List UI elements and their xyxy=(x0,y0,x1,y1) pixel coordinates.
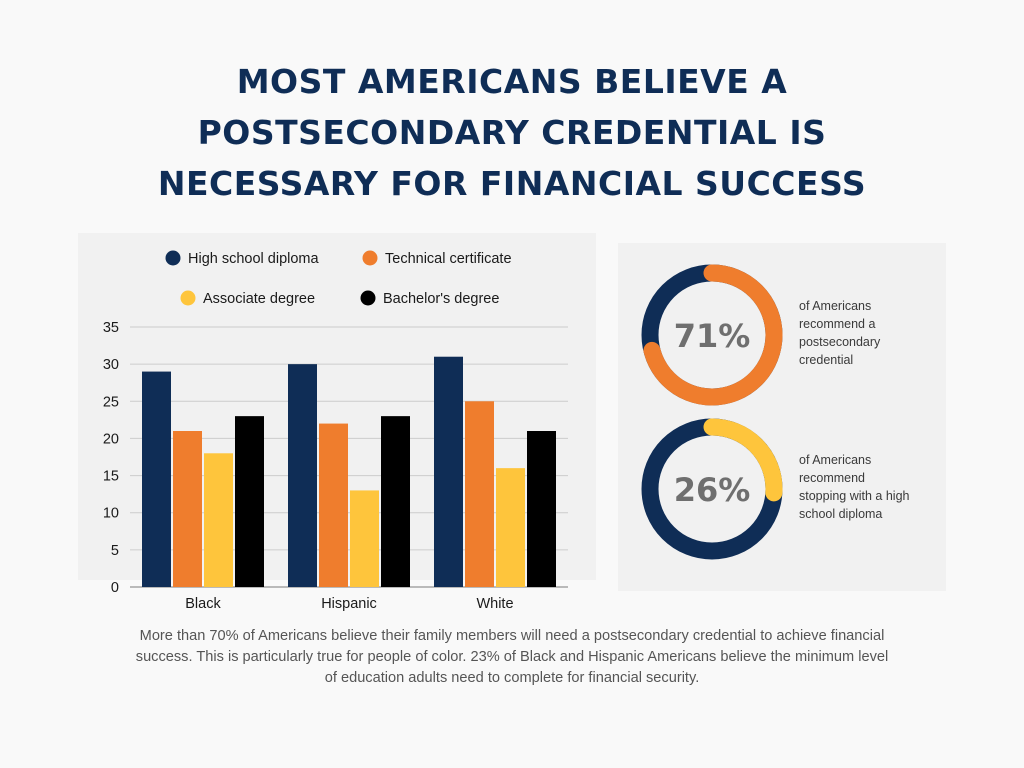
bar xyxy=(381,416,410,587)
y-tick-label: 5 xyxy=(111,543,119,559)
y-tick-label: 20 xyxy=(103,431,119,447)
title-line: MOST AMERICANS BELIEVE A xyxy=(236,62,788,101)
donut-value: 71% xyxy=(674,317,751,355)
legend-marker xyxy=(165,250,181,266)
x-tick-label: White xyxy=(476,596,513,612)
caption: More than 70% of Americans believe their… xyxy=(60,626,964,689)
caption-line: More than 70% of Americans believe their… xyxy=(139,628,885,644)
bar-chart-panel: High school diploma Technical certificate… xyxy=(78,233,596,612)
bar xyxy=(288,364,317,587)
x-tick-label: Hispanic xyxy=(321,596,377,612)
bar xyxy=(496,468,525,587)
bar xyxy=(204,453,233,587)
bar xyxy=(319,423,348,587)
bar xyxy=(235,416,264,587)
donut-label-line: credential xyxy=(799,353,854,367)
legend-label: Bachelor's degree xyxy=(383,291,499,307)
legend-marker xyxy=(362,250,378,266)
title-line: POSTSECONDARY CREDENTIAL IS xyxy=(197,113,827,152)
donut-label-postsecondary: of Americans recommend a postsecondary c… xyxy=(799,297,929,369)
caption-line: of education adults need to complete for… xyxy=(324,670,700,686)
donut-slice xyxy=(703,418,783,502)
donut-label-line: recommend xyxy=(799,471,865,485)
bar xyxy=(350,490,379,587)
bar xyxy=(434,356,463,587)
donut-label-high-school: of Americans recommend stopping with a h… xyxy=(799,451,929,523)
y-tick-label: 0 xyxy=(111,580,119,596)
caption-line: success. This is particularly true for p… xyxy=(135,649,889,665)
donut-label-line: of Americans xyxy=(799,453,872,467)
legend-marker xyxy=(360,290,376,306)
y-tick-label: 35 xyxy=(103,320,119,336)
page-title: MOST AMERICANS BELIEVE A POSTSECONDARY C… xyxy=(0,56,1024,209)
x-tick-label: Black xyxy=(185,596,221,612)
bar xyxy=(465,401,494,587)
donut-slice xyxy=(643,264,783,406)
donut-label-line: of Americans xyxy=(799,299,872,313)
donut-value: 26% xyxy=(674,471,751,509)
donut-label-line: school diploma xyxy=(799,507,883,521)
legend-marker xyxy=(180,290,196,306)
bar xyxy=(527,431,556,587)
donut-panel: 71% 26% of Americans recommend a postseco… xyxy=(618,243,946,591)
bar xyxy=(173,431,202,587)
bar-chart: High school diploma Technical certificate… xyxy=(103,250,568,612)
y-tick-label: 30 xyxy=(103,357,119,373)
donut-label-line: stopping with a high xyxy=(799,489,910,503)
legend-label: High school diploma xyxy=(188,251,320,267)
y-tick-label: 10 xyxy=(103,506,119,522)
y-tick-label: 15 xyxy=(103,469,119,485)
legend-label: Technical certificate xyxy=(385,251,512,267)
donut-charts: 71% 26% xyxy=(641,264,783,560)
title-line: NECESSARY FOR FINANCIAL SUCCESS xyxy=(157,164,867,203)
donut-label-line: postsecondary xyxy=(799,335,881,349)
y-tick-label: 25 xyxy=(103,394,119,410)
bar xyxy=(142,371,171,587)
legend-label: Associate degree xyxy=(203,291,315,307)
donut-label-line: recommend a xyxy=(799,317,876,331)
